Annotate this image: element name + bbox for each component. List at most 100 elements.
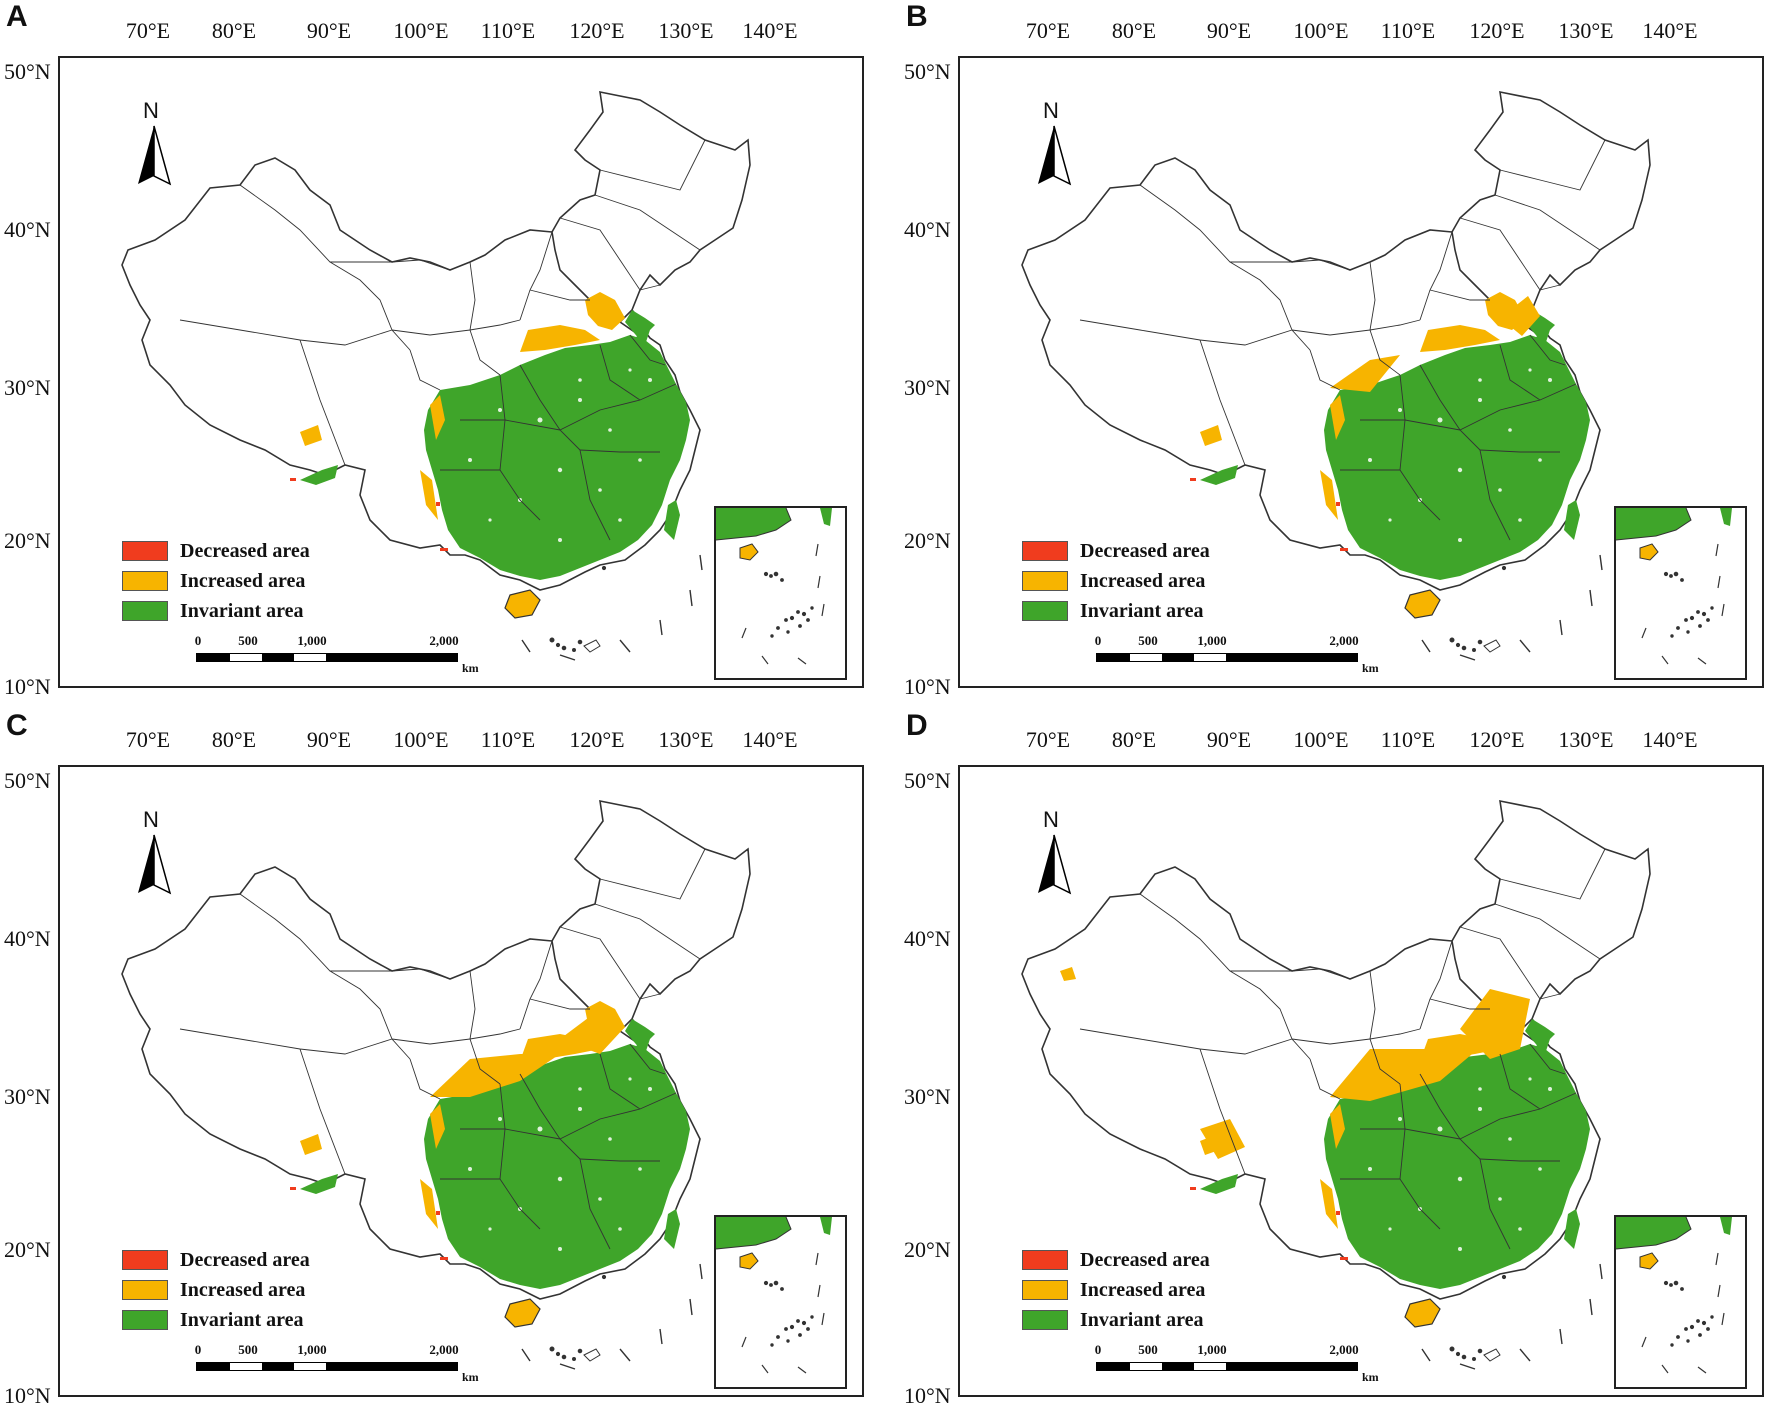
legend-label: Increased area <box>1080 569 1206 592</box>
latitude-label: 40°N <box>904 217 951 242</box>
north-arrow-label: N <box>1043 98 1059 123</box>
latitude-label: 40°N <box>4 926 51 951</box>
south-china-sea-inset <box>1614 506 1747 680</box>
scale-tick-label: 0 <box>194 633 202 648</box>
panel-letter: A <box>6 0 28 33</box>
china-map <box>1021 799 1651 1370</box>
inset-map <box>1616 508 1732 665</box>
longitude-label: 100°E <box>393 18 449 43</box>
scale-unit: km <box>462 1370 479 1384</box>
increased-area <box>300 1001 625 1229</box>
nine-dash-line <box>1421 554 1603 661</box>
longitude-label: 90°E <box>306 727 352 752</box>
nine-dash-line <box>521 1263 703 1370</box>
china-map <box>1021 90 1651 661</box>
legend-label: Decreased area <box>1080 1248 1210 1271</box>
island-outline <box>583 639 601 653</box>
north-arrow-icon <box>138 125 172 186</box>
island-outline <box>1483 1348 1501 1362</box>
longitude-label: 70°E <box>125 727 171 752</box>
longitude-label: 70°E <box>1025 727 1071 752</box>
increased-area-patch <box>1500 296 1540 336</box>
scale-tick-label: 1,000 <box>297 1342 327 1357</box>
legend-label: Decreased area <box>180 539 310 562</box>
latitude-label: 40°N <box>904 926 951 951</box>
scale-tick-label: 2,000 <box>429 1342 459 1357</box>
china-map <box>121 90 751 661</box>
legend-item: Increased area <box>1022 1275 1210 1305</box>
longitude-label: 120°E <box>569 18 625 43</box>
hainan-island <box>504 1298 541 1328</box>
legend-label: Decreased area <box>180 1248 310 1271</box>
scale-tick-label: 2,000 <box>1329 1342 1359 1357</box>
longitude-label: 140°E <box>1642 18 1698 43</box>
panel-letter: D <box>906 709 928 742</box>
south-sea-islands <box>549 565 607 652</box>
south-sea-islands <box>1449 565 1507 652</box>
scale-tick-label: 0 <box>194 1342 202 1357</box>
province-boundaries <box>1079 139 1606 541</box>
longitude-label: 140°E <box>742 727 798 752</box>
longitude-label: 140°E <box>742 18 798 43</box>
south-sea-islands <box>549 1274 607 1361</box>
nine-dash-line <box>521 554 703 661</box>
legend-item: Decreased area <box>122 536 310 566</box>
speckle-layer <box>468 368 652 542</box>
legend: Decreased area Increased area Invariant … <box>122 1245 310 1335</box>
island-outline <box>583 1348 601 1362</box>
latitude-label: 20°N <box>4 528 51 553</box>
longitude-label: 120°E <box>569 727 625 752</box>
legend-label: Invariant area <box>1080 1308 1204 1331</box>
map-frame <box>58 765 864 1397</box>
scale-tick-label: 1,000 <box>297 633 327 648</box>
legend-swatch <box>122 541 168 561</box>
scale-tick-label: 500 <box>238 1342 258 1357</box>
scale-tick-label: 1,000 <box>1197 1342 1227 1357</box>
north-arrow-label: N <box>143 98 159 123</box>
longitude-label: 110°E <box>1380 727 1436 752</box>
latitude-label: 20°N <box>904 1237 951 1262</box>
legend-item: Increased area <box>122 566 310 596</box>
increased-area <box>300 292 625 520</box>
inset-map <box>1616 1217 1732 1374</box>
decreased-area <box>290 1187 448 1260</box>
longitude-label: 110°E <box>1380 18 1436 43</box>
panel-letter: C <box>6 709 28 742</box>
legend-label: Invariant area <box>180 599 304 622</box>
north-arrow-icon <box>1038 834 1072 895</box>
legend-swatch <box>1022 541 1068 561</box>
increased-area-patch <box>1330 1039 1490 1101</box>
invariant-area <box>300 1174 338 1194</box>
taiwan-island <box>664 1209 680 1249</box>
scale-unit: km <box>1362 661 1379 675</box>
longitude-label: 130°E <box>1558 727 1614 752</box>
latitude-label: 20°N <box>904 528 951 553</box>
longitude-label: 80°E <box>211 18 257 43</box>
latitude-label: 10°N <box>4 674 51 699</box>
increased-area-patch <box>430 1054 560 1097</box>
increased-area-patch <box>1060 967 1076 981</box>
legend-swatch <box>1022 1310 1068 1330</box>
legend-swatch <box>1022 601 1068 621</box>
legend-label: Increased area <box>180 1278 306 1301</box>
legend-item: Decreased area <box>122 1245 310 1275</box>
longitude-label: 100°E <box>1293 727 1349 752</box>
increased-area-patch <box>1460 989 1530 1059</box>
legend-swatch <box>1022 571 1068 591</box>
latitude-label: 50°N <box>4 59 51 84</box>
increased-area <box>1060 967 1530 1229</box>
legend-label: Decreased area <box>1080 539 1210 562</box>
latitude-label: 30°N <box>904 375 951 400</box>
legend-item: Invariant area <box>1022 1305 1210 1335</box>
panel-letter: B <box>906 0 928 33</box>
longitude-label: 100°E <box>1293 18 1349 43</box>
longitude-label: 90°E <box>306 18 352 43</box>
legend-swatch <box>1022 1280 1068 1300</box>
legend-swatch <box>122 1310 168 1330</box>
longitude-label: 70°E <box>125 18 171 43</box>
longitude-label: 110°E <box>480 18 536 43</box>
scale-bar-graphic <box>196 653 458 662</box>
scale-tick-label: 2,000 <box>1329 633 1359 648</box>
province-boundaries <box>1079 848 1606 1250</box>
scale-tick-label: 2,000 <box>429 633 459 648</box>
